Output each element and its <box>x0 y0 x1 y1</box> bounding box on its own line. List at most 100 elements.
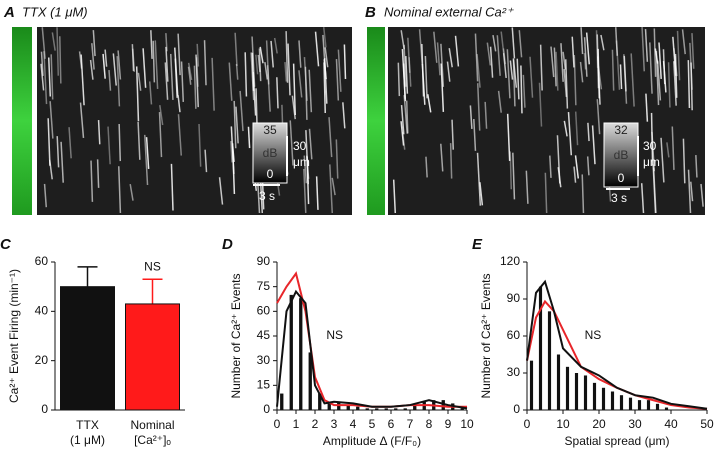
streak <box>512 152 516 200</box>
streak <box>474 33 479 82</box>
histogram-bar <box>375 408 379 410</box>
streak <box>137 72 142 91</box>
histogram-bar <box>327 401 331 410</box>
streak <box>335 139 339 179</box>
streak <box>118 123 122 162</box>
streak <box>177 33 181 76</box>
streak <box>211 57 215 111</box>
streak <box>449 143 453 179</box>
streak <box>89 59 94 80</box>
streak <box>303 168 307 213</box>
histogram-bar <box>592 382 597 410</box>
streak <box>691 33 695 69</box>
scale-label: 30 <box>643 139 657 153</box>
histogram-bar <box>365 408 369 410</box>
streak <box>257 181 261 214</box>
streak <box>574 111 579 146</box>
streak <box>623 56 627 92</box>
streak <box>649 42 653 94</box>
streak <box>234 32 238 67</box>
streak <box>314 31 320 67</box>
histogram-bar <box>637 400 642 410</box>
streak <box>117 50 122 80</box>
streak <box>49 101 54 139</box>
streak <box>687 60 691 109</box>
annotation: NS <box>326 328 343 342</box>
streak <box>597 56 601 105</box>
streak <box>469 105 473 130</box>
streak <box>328 117 333 158</box>
streak <box>666 142 670 158</box>
streak <box>397 62 401 97</box>
histogram-bar <box>394 408 398 410</box>
streak <box>228 62 233 101</box>
streak <box>656 60 662 101</box>
streak <box>446 61 451 82</box>
streak <box>591 125 596 165</box>
streak <box>690 181 694 202</box>
fit-line <box>526 299 708 410</box>
streak <box>43 183 48 208</box>
histogram-bar <box>664 407 669 410</box>
streak <box>553 47 557 87</box>
x-tick-label: 3 <box>331 417 338 431</box>
streak <box>681 29 686 55</box>
streak <box>454 35 460 67</box>
streak <box>259 46 264 64</box>
y-tick-label: 30 <box>507 365 521 379</box>
streak <box>651 131 656 172</box>
streak <box>273 37 278 54</box>
streak <box>231 146 235 163</box>
x-tick-label: 0 <box>274 417 281 431</box>
streak <box>600 34 605 51</box>
streak <box>674 56 678 98</box>
streak <box>509 151 513 190</box>
streak <box>198 124 202 167</box>
streak <box>59 36 62 84</box>
streak <box>673 48 678 77</box>
streak <box>196 43 200 67</box>
streak <box>252 72 257 116</box>
streak <box>597 66 603 90</box>
y-axis-label: Number of Ca²⁺ Events <box>479 273 493 398</box>
streak <box>218 177 224 205</box>
streak <box>343 44 347 80</box>
streak <box>425 156 428 178</box>
streak <box>614 27 618 56</box>
streak <box>557 167 562 188</box>
streak <box>68 127 72 159</box>
streak <box>40 51 44 76</box>
streak <box>40 63 45 91</box>
streak <box>56 27 60 76</box>
streak <box>337 49 342 92</box>
scale-bars: 35 dB 0 30 μm 3 s 32 dB 0 30 μm 3 s <box>252 122 660 205</box>
panel-title: Nominal external Ca²⁺ <box>384 4 514 19</box>
streak <box>486 42 492 66</box>
y-tick-label: 45 <box>257 328 271 342</box>
y-tick-label: 120 <box>500 254 520 268</box>
streak <box>230 140 233 163</box>
streak <box>567 111 573 156</box>
streak <box>596 99 601 135</box>
streak <box>473 118 477 151</box>
streak <box>586 156 590 176</box>
bar <box>60 286 115 411</box>
streak <box>164 62 169 100</box>
streak <box>563 69 568 98</box>
streak <box>538 82 543 127</box>
panel-letter: E <box>472 236 483 253</box>
streak <box>630 53 635 107</box>
streak <box>258 48 262 82</box>
y-axis-label: Ca²⁺ Event Firing (min⁻¹) <box>7 269 21 403</box>
x-tick-label: 50 <box>700 417 714 431</box>
streak <box>672 36 677 76</box>
streak <box>92 30 96 57</box>
image-panels: A TTX (1 μM) B Nominal external Ca²⁺ <box>3 4 705 215</box>
bar <box>125 303 180 411</box>
streak <box>308 128 313 160</box>
streak <box>583 53 587 70</box>
streak <box>563 120 568 137</box>
histogram-bar <box>356 406 360 410</box>
streak <box>476 152 482 206</box>
streak <box>329 164 333 214</box>
